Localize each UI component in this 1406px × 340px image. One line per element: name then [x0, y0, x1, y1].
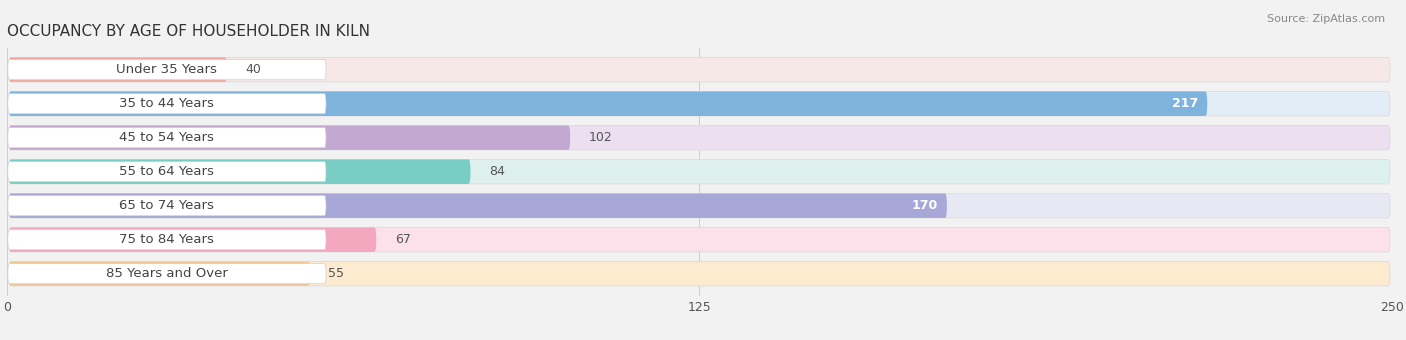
- Text: 75 to 84 Years: 75 to 84 Years: [120, 233, 214, 246]
- Text: 55: 55: [329, 267, 344, 280]
- Text: 45 to 54 Years: 45 to 54 Years: [120, 131, 214, 144]
- FancyBboxPatch shape: [8, 128, 326, 148]
- Text: 170: 170: [911, 199, 938, 212]
- Text: 40: 40: [245, 63, 262, 76]
- Text: 217: 217: [1171, 97, 1198, 110]
- FancyBboxPatch shape: [8, 125, 571, 150]
- FancyBboxPatch shape: [8, 195, 326, 216]
- Text: Source: ZipAtlas.com: Source: ZipAtlas.com: [1267, 14, 1385, 23]
- Text: 55 to 64 Years: 55 to 64 Years: [120, 165, 214, 178]
- Text: 84: 84: [489, 165, 505, 178]
- Text: 102: 102: [589, 131, 613, 144]
- Text: OCCUPANCY BY AGE OF HOUSEHOLDER IN KILN: OCCUPANCY BY AGE OF HOUSEHOLDER IN KILN: [7, 24, 370, 39]
- Text: 85 Years and Over: 85 Years and Over: [105, 267, 228, 280]
- FancyBboxPatch shape: [8, 261, 309, 286]
- FancyBboxPatch shape: [8, 193, 1391, 218]
- FancyBboxPatch shape: [8, 57, 1391, 82]
- FancyBboxPatch shape: [8, 227, 377, 252]
- Text: 67: 67: [395, 233, 411, 246]
- FancyBboxPatch shape: [8, 159, 1391, 184]
- FancyBboxPatch shape: [8, 264, 326, 284]
- FancyBboxPatch shape: [8, 57, 226, 82]
- FancyBboxPatch shape: [8, 230, 326, 250]
- FancyBboxPatch shape: [8, 159, 471, 184]
- FancyBboxPatch shape: [8, 91, 1391, 116]
- FancyBboxPatch shape: [8, 59, 326, 80]
- FancyBboxPatch shape: [8, 162, 326, 182]
- Text: 35 to 44 Years: 35 to 44 Years: [120, 97, 214, 110]
- FancyBboxPatch shape: [8, 125, 1391, 150]
- FancyBboxPatch shape: [8, 94, 326, 114]
- Text: Under 35 Years: Under 35 Years: [117, 63, 218, 76]
- FancyBboxPatch shape: [8, 193, 946, 218]
- FancyBboxPatch shape: [8, 227, 1391, 252]
- FancyBboxPatch shape: [8, 91, 1208, 116]
- FancyBboxPatch shape: [8, 261, 1391, 286]
- Text: 65 to 74 Years: 65 to 74 Years: [120, 199, 214, 212]
